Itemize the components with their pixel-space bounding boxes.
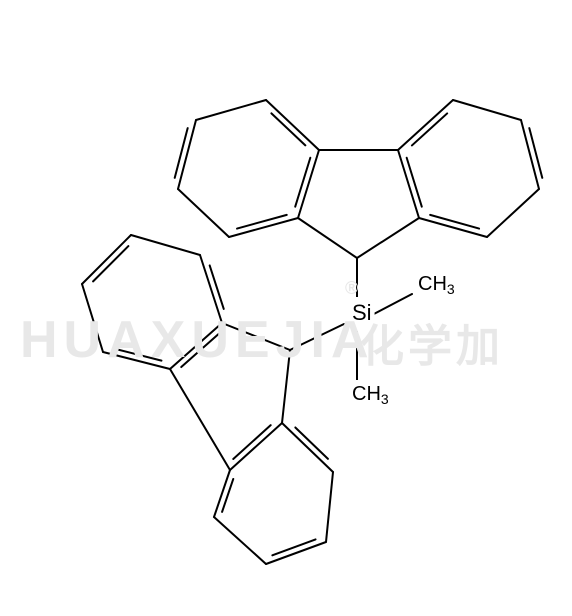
atom-label: Si	[352, 300, 372, 325]
chemical-structure-svg: SiCH3CH3	[0, 0, 572, 616]
